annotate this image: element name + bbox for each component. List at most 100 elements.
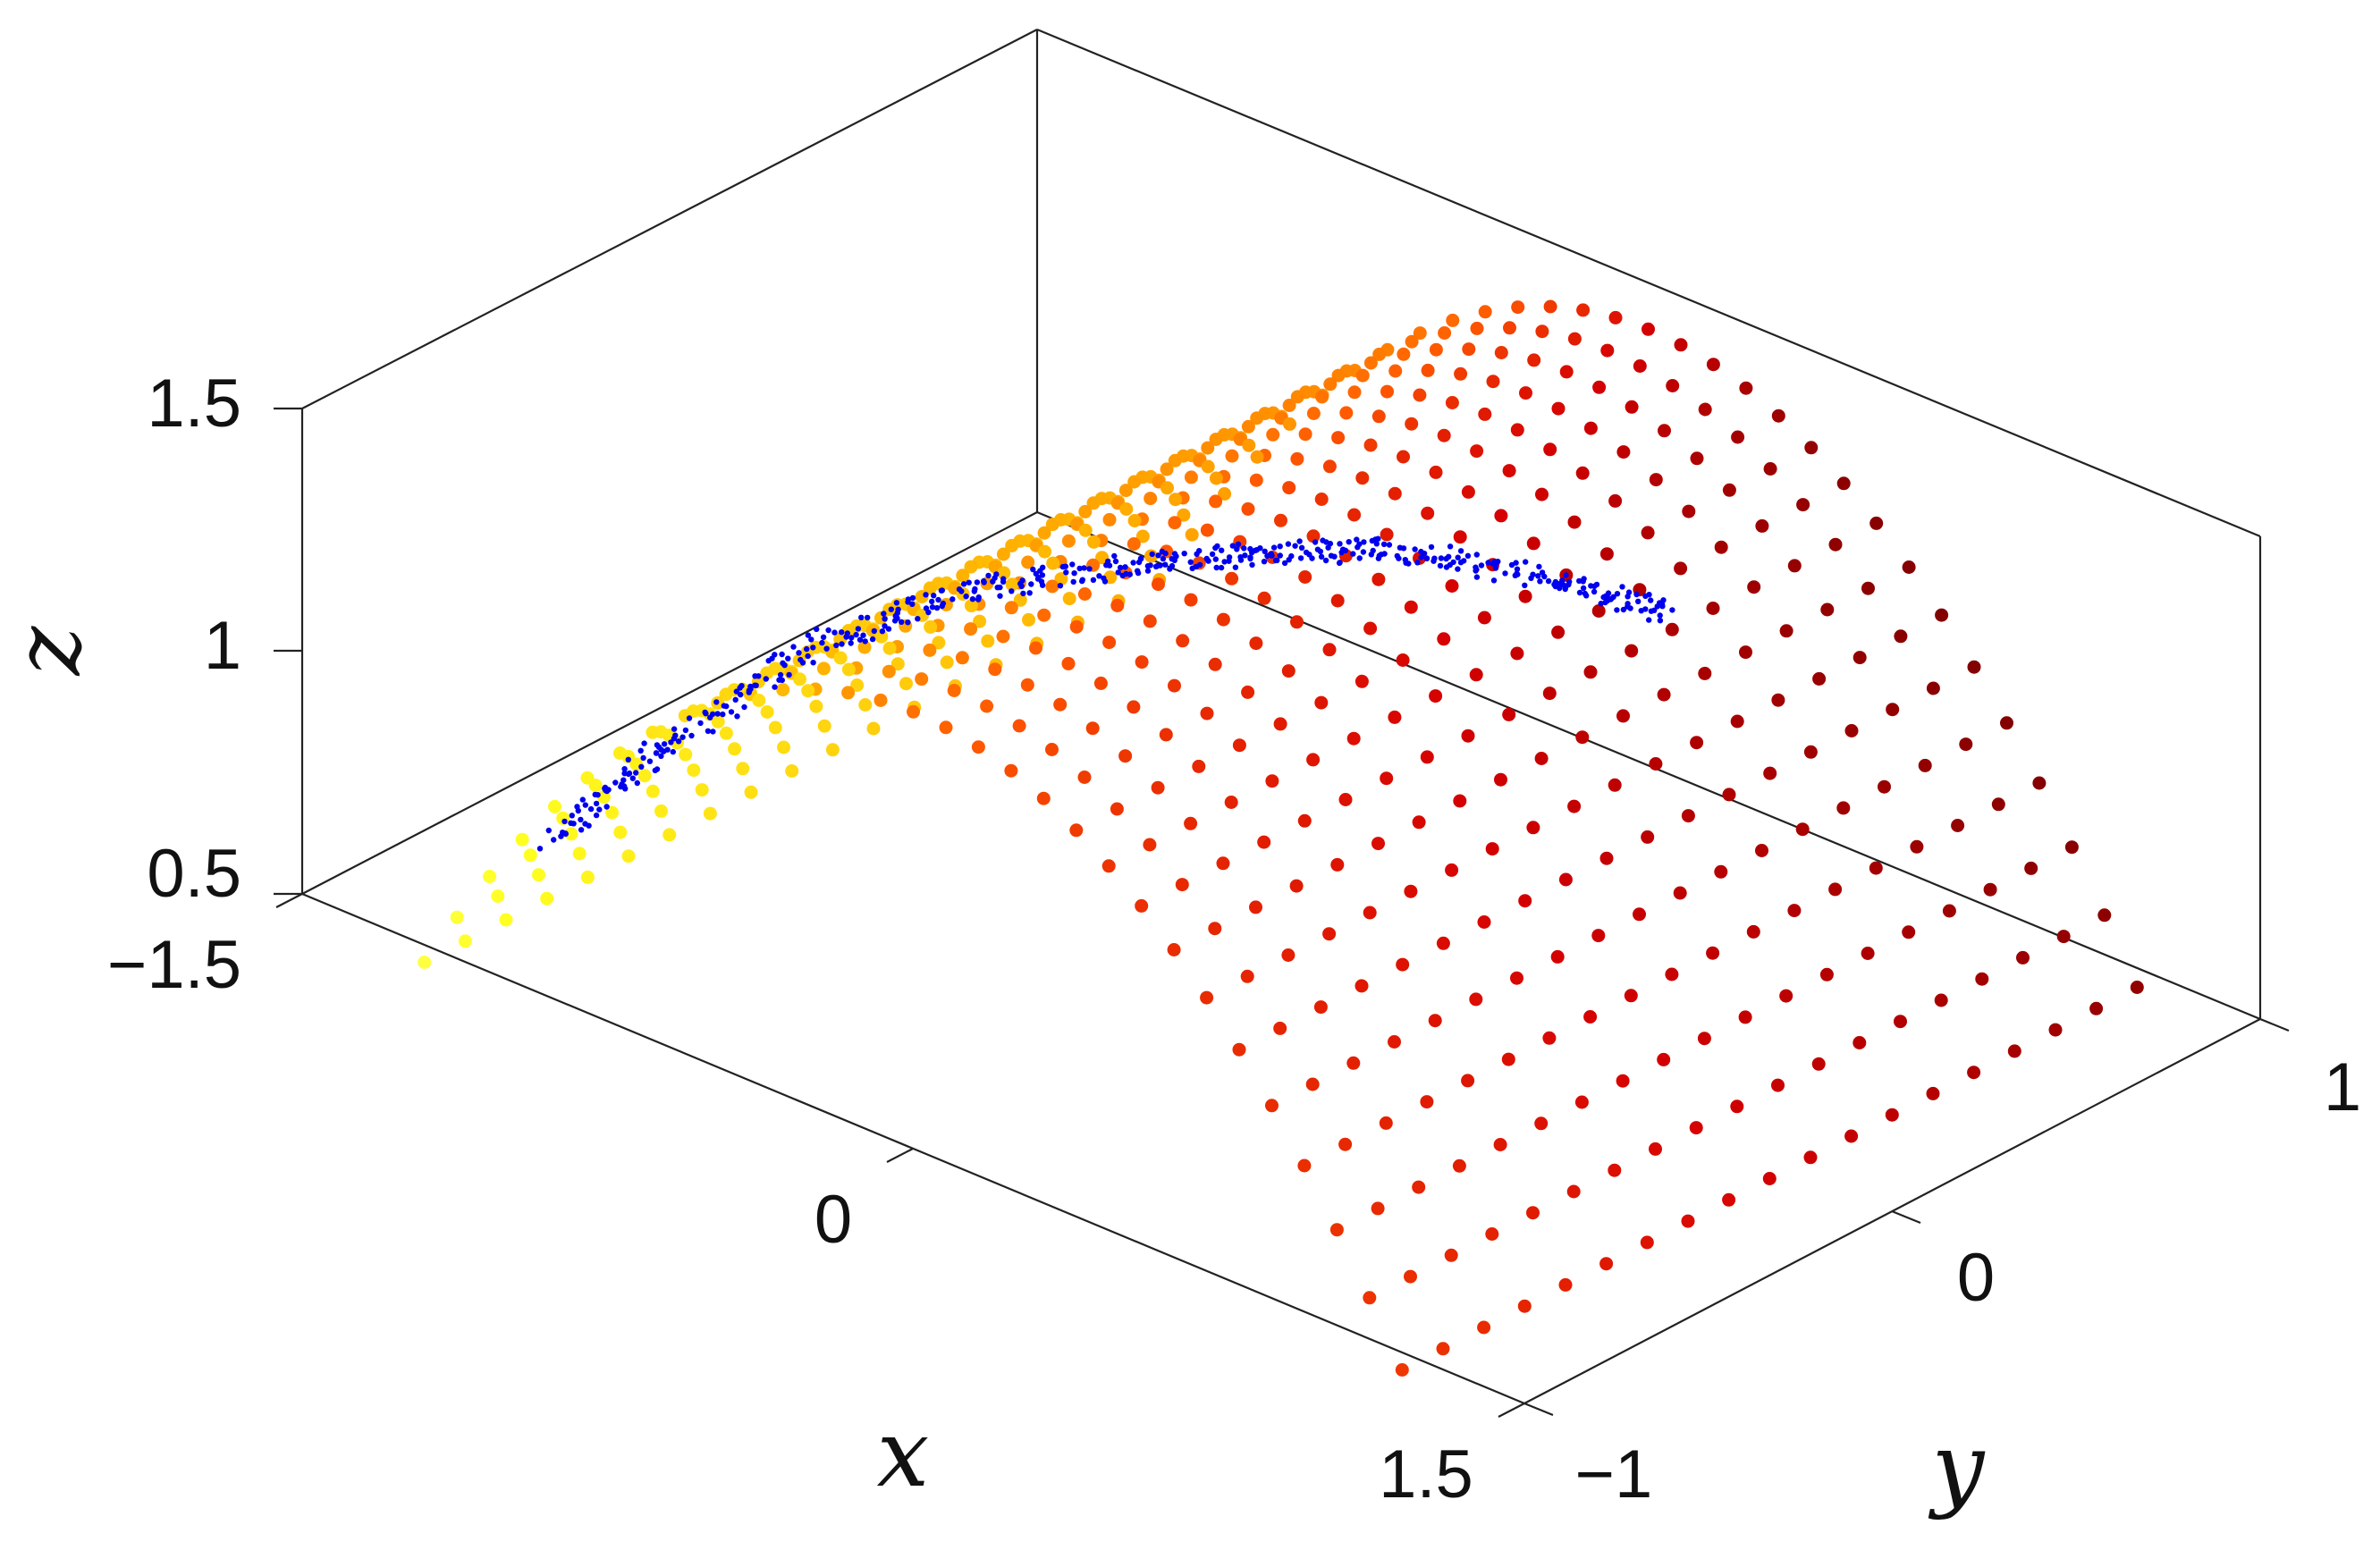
x-tick-0 [886,1148,914,1163]
surface-point [1910,839,1924,854]
surface-point [1177,508,1191,522]
trajectory-point [860,632,866,638]
surface-point [1779,989,1793,1003]
surface-point [1698,666,1712,680]
surface-point [1297,813,1312,828]
trajectory-point [1537,578,1543,585]
surface-point [1583,421,1598,435]
surface-point [1102,636,1117,650]
trajectory-point [1412,546,1418,552]
trajectory-point [855,626,862,632]
trajectory-point [1298,544,1305,551]
surface-point [1152,577,1165,592]
trajectory-point [894,615,900,621]
trajectory-point [857,636,864,643]
x-axis-label: x [877,1399,930,1508]
surface-point [491,889,505,903]
surface-point [1787,559,1802,573]
trajectory-point [1536,563,1542,570]
trajectory-point [848,640,854,646]
surface-point [1755,844,1768,857]
surface-point [499,913,513,927]
trajectory-point [899,619,905,625]
surface-point [1355,979,1369,993]
surface-point [1763,462,1777,476]
trajectory-point [1297,555,1304,561]
surface-point [1371,837,1385,851]
surface-point [760,666,774,680]
trajectory-point [551,837,557,843]
trajectory-point [1598,601,1604,607]
surface-point [1518,894,1532,908]
surface-point [1674,338,1688,352]
surface-point [1543,442,1557,457]
trajectory-point [1057,583,1064,589]
surface-point [956,569,970,583]
trajectory-point [1154,562,1160,569]
surface-point [1209,471,1223,485]
surface-point [768,720,782,735]
surface-point [1771,693,1785,707]
trajectory-point [578,827,585,833]
trajectory-point [710,729,716,735]
trajectory-point [1079,577,1085,585]
surface-point [777,740,790,754]
surface-point [1470,444,1484,459]
surface-point [1624,989,1638,1003]
trajectory-point [1370,547,1376,554]
trajectory-point [1446,553,1452,560]
surface-point [971,740,985,754]
trajectory-point [895,606,901,612]
trajectory-point [831,629,838,636]
trajectory-point [1354,536,1360,543]
trajectory-point [1162,561,1169,568]
trajectory-point [1117,564,1124,571]
surface-point [1494,346,1508,359]
trajectory-point [714,711,721,717]
surface-point [1819,967,1834,981]
trajectory-point [1187,559,1194,565]
trajectory-point [923,592,929,598]
trajectory-point [633,770,639,776]
frame-top-left [301,29,1038,409]
trajectory-point [1457,548,1464,554]
surface-point [1543,299,1557,314]
surface-point [532,868,545,882]
trajectory-point [1219,547,1225,553]
trajectory-point [1019,577,1025,584]
trajectory-point [570,821,577,827]
surface-point [1534,752,1549,765]
surface-point [1266,427,1280,442]
surface-point [1413,326,1427,341]
surface-point [1444,1248,1458,1262]
trajectory-point [786,671,792,678]
surface-point [1665,622,1679,636]
trajectory-point [733,688,739,695]
trajectory-point [1018,583,1025,589]
surface-point [1477,1320,1491,1335]
trajectory-point [909,594,916,602]
surface-point [1388,364,1403,378]
surface-point [850,678,865,692]
trajectory-point [1541,573,1548,580]
surface-point [540,891,554,906]
trajectory-point [881,611,887,617]
trajectory-point [1447,543,1454,550]
surface-point [515,832,529,847]
surface-point [1363,1291,1377,1305]
surface-point [1209,433,1223,446]
surface-point [1666,379,1680,392]
trajectory-point [1209,551,1216,558]
trajectory-point [1455,566,1461,572]
surface-point [1771,409,1785,423]
trajectory-point [938,587,945,594]
surface-point [1698,402,1712,417]
surface-point [736,762,750,776]
surface-point [1216,612,1230,627]
trajectory-point [1375,555,1382,561]
surface-point [2048,1023,2063,1037]
trajectory-point [752,673,758,679]
surface-point [1160,462,1174,476]
x-axis-line [301,892,1525,1405]
surface-point [613,825,628,839]
